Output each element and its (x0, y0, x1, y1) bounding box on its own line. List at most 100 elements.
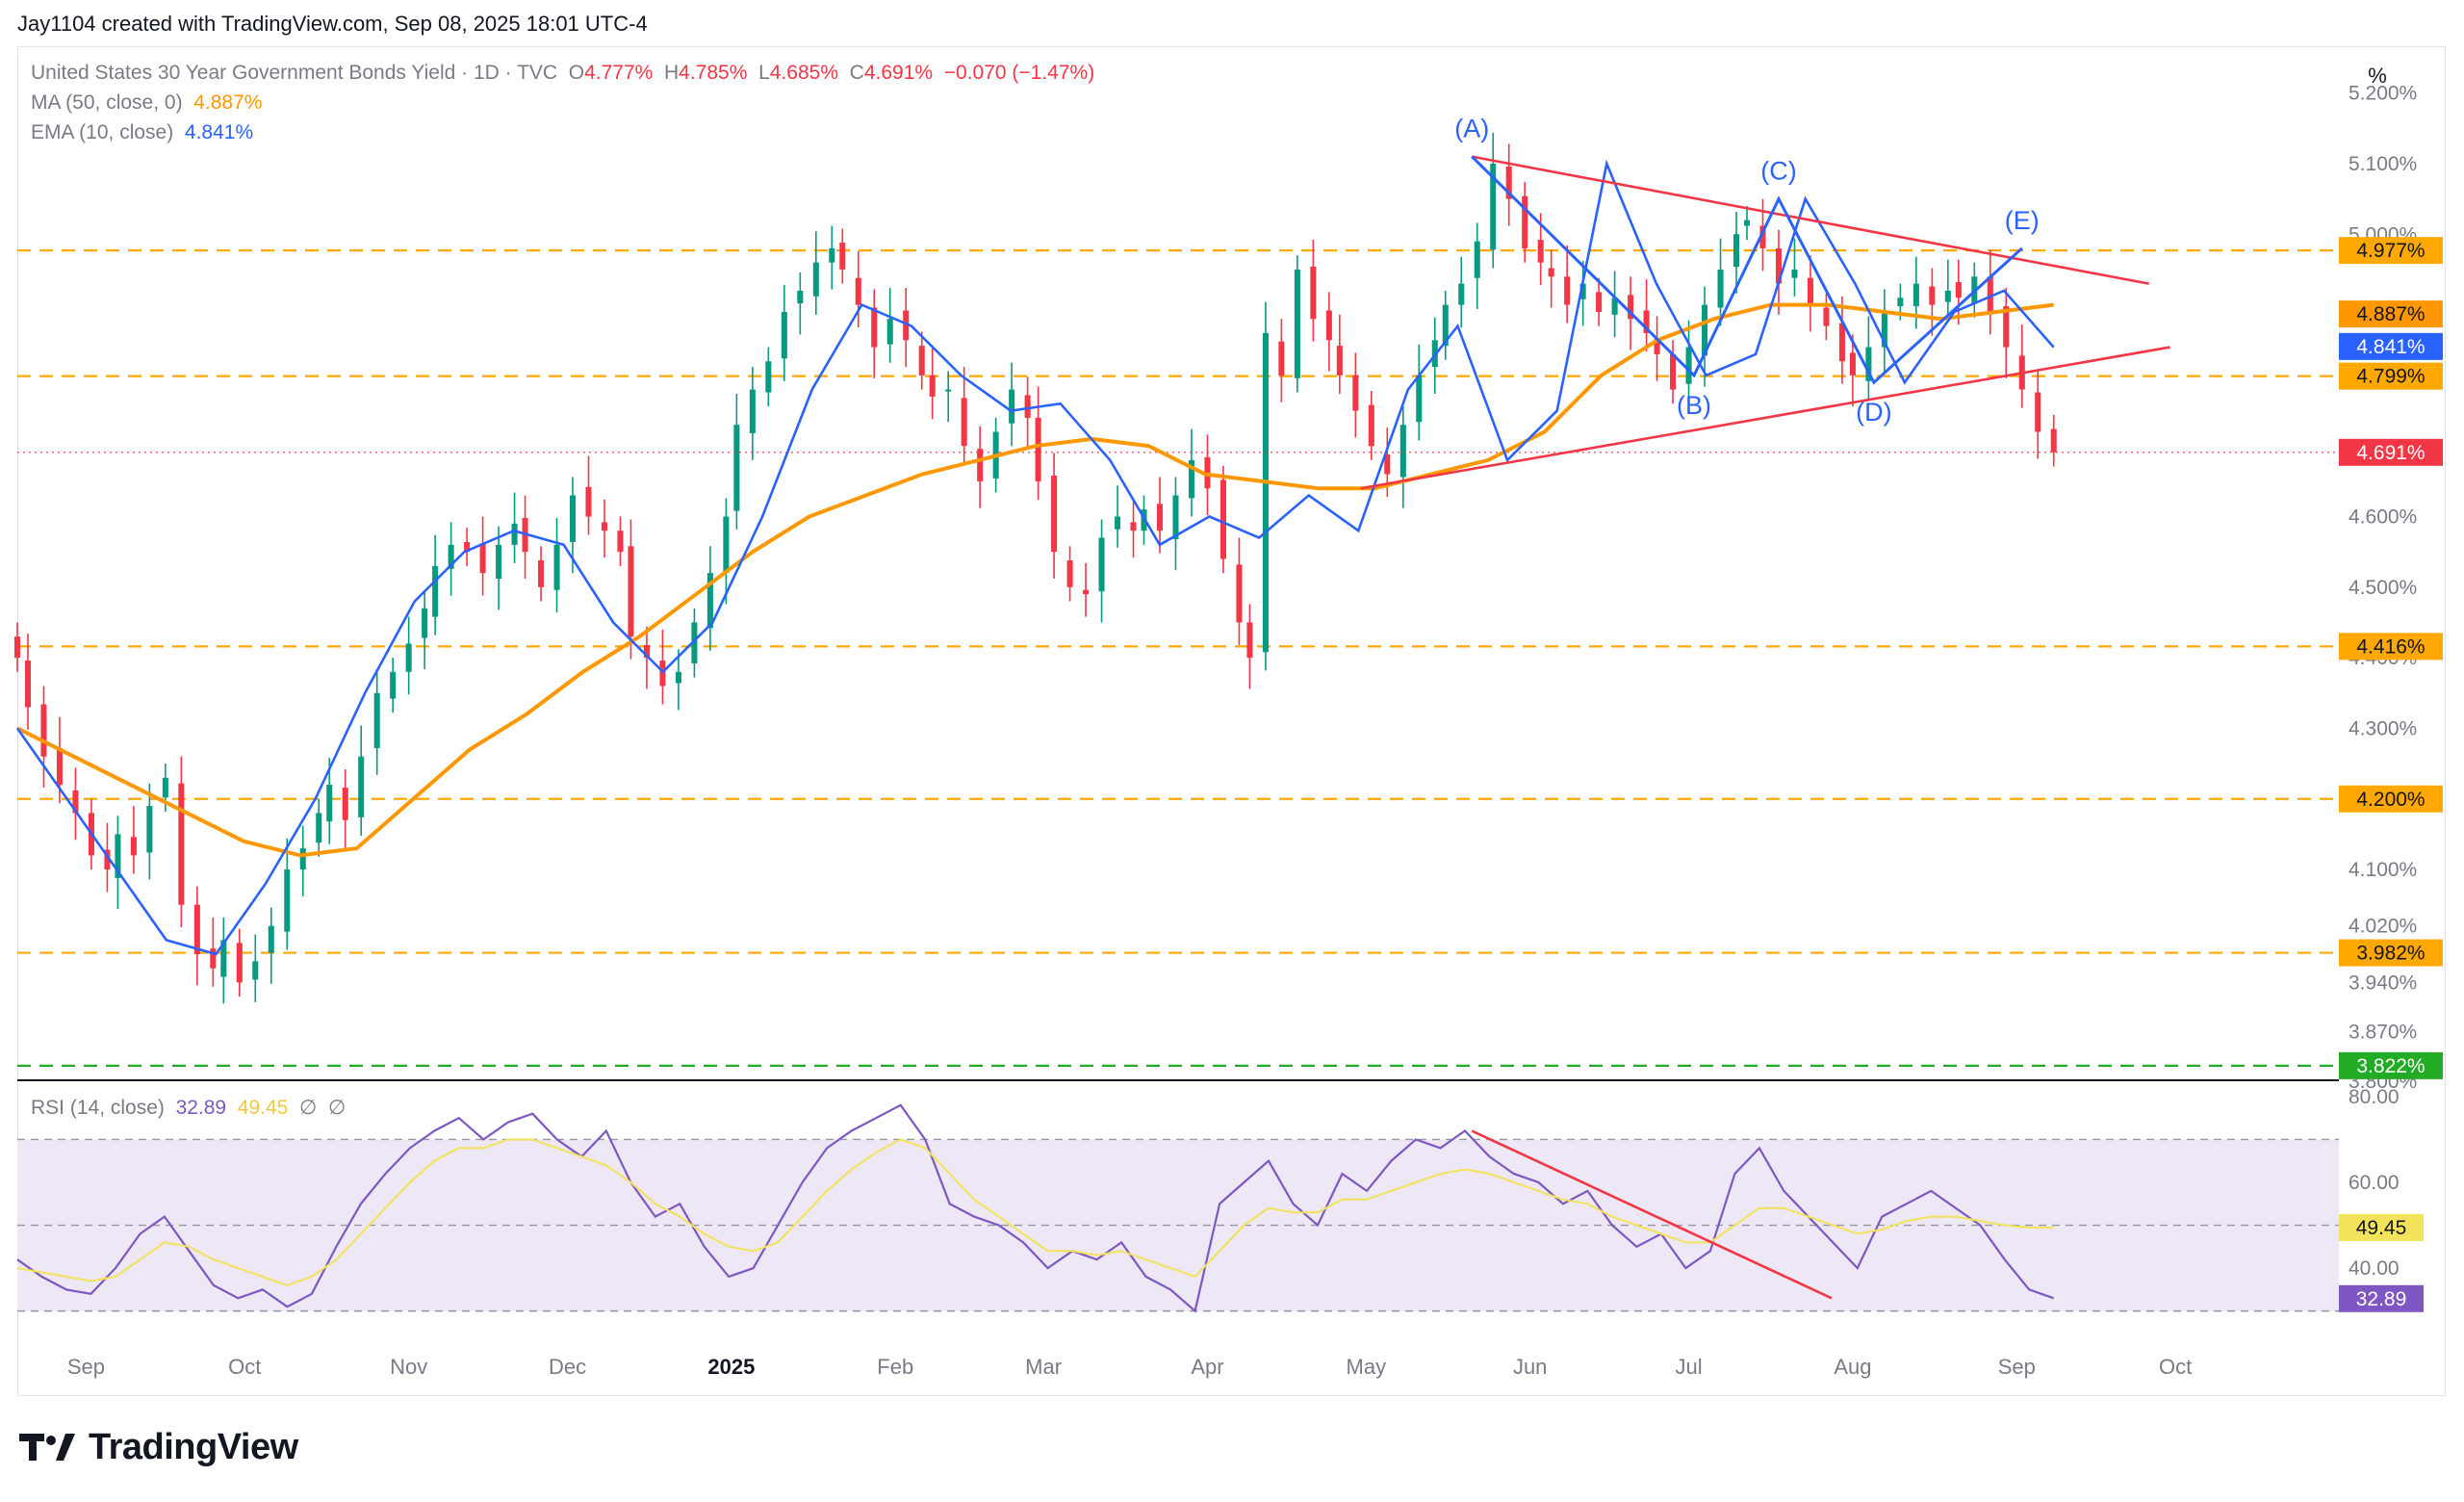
candle-body (1759, 225, 1766, 248)
x-tick-label: Jun (1513, 1355, 1547, 1379)
candle-body (1352, 375, 1359, 411)
wave-label: (A) (1454, 115, 1489, 143)
candle-body (2035, 392, 2041, 432)
candle-body (220, 940, 227, 977)
level-price-tag (2339, 785, 2443, 813)
candle-body (252, 961, 259, 980)
level-price-label: 3.822% (2356, 1055, 2425, 1077)
x-tick-label: 2025 (707, 1355, 755, 1379)
rsi-legend[interactable]: RSI (14, close) 32.89 49.45 ∅ ∅ (31, 1096, 346, 1120)
candle-body (1849, 352, 1856, 376)
candle-body (945, 389, 952, 392)
candle-body (1024, 395, 1031, 418)
rsi-extra-1: ∅ (299, 1097, 318, 1119)
candle-body (1838, 323, 1845, 362)
candle-body (316, 813, 322, 843)
candle-body (178, 783, 185, 905)
candle-body (1009, 389, 1015, 424)
level-price-tag (2339, 939, 2443, 967)
candle-body (1548, 268, 1554, 277)
triangle-lower-line (1360, 346, 2170, 490)
candle-body (1912, 283, 1919, 307)
ema-label: EMA (10, close) (31, 121, 174, 143)
level-price-label: 4.977% (2356, 240, 2425, 262)
candle-body (585, 486, 592, 517)
candle-body (1399, 425, 1406, 478)
wave-path (1471, 155, 2023, 385)
candle-body (1490, 163, 1497, 250)
wave-label: (B) (1677, 391, 1711, 420)
close-value: 4.691% (863, 62, 934, 84)
price-chart-svg[interactable]: 5.200%5.100%5.000%4.600%4.500%4.400%4.30… (0, 0, 2464, 1406)
candle-body (1083, 589, 1090, 595)
high-value: 4.785% (679, 62, 748, 84)
unit-toggle-button[interactable]: % (2368, 64, 2387, 88)
candle-body (1522, 195, 1528, 248)
candle-body (1791, 269, 1798, 278)
candle-body (1156, 504, 1164, 531)
candle-body (1130, 522, 1137, 531)
y-tick-label: 4.300% (2348, 717, 2417, 739)
x-tick-label: Sep (1998, 1355, 2036, 1379)
rsi-ma-value: 49.45 (237, 1097, 289, 1119)
candle-body (193, 904, 200, 955)
candle-body (1643, 310, 1650, 333)
candle-body (1219, 479, 1226, 559)
candle-body (268, 925, 274, 953)
level-price-tag (2339, 633, 2443, 660)
candle-body (1929, 286, 1936, 305)
candle-body (326, 785, 333, 822)
rsi-extra-2: ∅ (328, 1097, 346, 1119)
y-tick-label: 3.940% (2348, 971, 2417, 994)
ma-legend[interactable]: MA (50, close, 0) 4.887% (31, 91, 262, 115)
rsi-label: RSI (14, close) (31, 1097, 165, 1119)
y-tick-label: 4.100% (2348, 859, 2417, 881)
wave-label: (D) (1856, 398, 1891, 427)
candle-body (162, 777, 168, 798)
candle-body (1944, 290, 1951, 302)
ma-value: 4.887% (193, 91, 263, 114)
x-tick-label: Oct (228, 1355, 261, 1379)
open-label: O (568, 62, 585, 84)
candle-body (628, 546, 634, 637)
candle-body (1654, 338, 1660, 354)
candle-body (104, 849, 111, 870)
tradingview-logo[interactable]: TradingView (19, 1427, 298, 1468)
chart-frame[interactable] (17, 46, 2446, 1396)
candle-body (1172, 495, 1179, 539)
level-price-label: 3.982% (2356, 943, 2425, 965)
candle-body (643, 644, 650, 659)
candle-body (1066, 559, 1073, 587)
candle-body (210, 948, 217, 969)
candle-body (130, 837, 137, 856)
candle-body (115, 834, 121, 878)
candle-body (1611, 298, 1618, 315)
level-price-tag (2339, 1051, 2443, 1079)
candle-body (236, 943, 243, 983)
candle-body (855, 277, 861, 305)
candle-body (1955, 282, 1962, 298)
candle-body (977, 449, 984, 481)
close-label: C (849, 62, 864, 84)
symbol-name: United States 30 Year Government Bonds Y… (31, 62, 558, 84)
candle-body (553, 544, 560, 590)
candle-body (1807, 277, 1813, 305)
candle-body (405, 643, 412, 672)
candle-body (1416, 375, 1423, 423)
candle-body (13, 636, 21, 659)
candle-body (432, 565, 439, 617)
y-tick-label: 4.020% (2348, 916, 2417, 938)
candle-body (886, 319, 893, 345)
candle-body (2003, 306, 2010, 348)
ema-value: 4.841% (184, 121, 254, 143)
rsi-value-tag (2339, 1284, 2424, 1312)
ema-legend[interactable]: EMA (10, close) 4.841% (31, 121, 253, 144)
candle-body (1685, 347, 1692, 384)
candle-body (284, 869, 291, 932)
candle-body (538, 559, 545, 587)
candle-body (903, 310, 910, 341)
rsi-ma-line (16, 1138, 2054, 1286)
ma-line (16, 302, 2054, 858)
candle-body (1051, 475, 1058, 553)
open-value: 4.777% (584, 62, 654, 84)
